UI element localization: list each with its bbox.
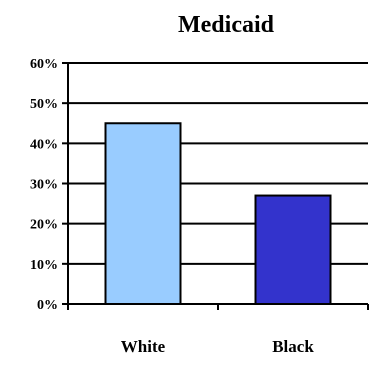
y-tick-label: 10% xyxy=(30,258,58,273)
y-tick-labels: 0% 10% 20% 30% 40% 50% 60% xyxy=(30,57,58,313)
x-tick-label: Black xyxy=(272,337,314,356)
chart-title: Medicaid xyxy=(178,12,275,38)
bar-black xyxy=(254,194,332,305)
bar-white xyxy=(104,122,182,305)
y-tick-label: 20% xyxy=(30,218,58,233)
axes xyxy=(62,62,369,310)
bars xyxy=(104,122,332,305)
y-tick-label: 30% xyxy=(30,178,58,193)
y-tick-label: 60% xyxy=(30,57,58,72)
x-tick-labels: White Black xyxy=(121,337,315,356)
y-tick-label: 50% xyxy=(30,97,58,112)
y-tick-label: 40% xyxy=(30,137,58,152)
x-tick-label: White xyxy=(121,337,166,356)
y-tick-label: 0% xyxy=(37,298,58,313)
